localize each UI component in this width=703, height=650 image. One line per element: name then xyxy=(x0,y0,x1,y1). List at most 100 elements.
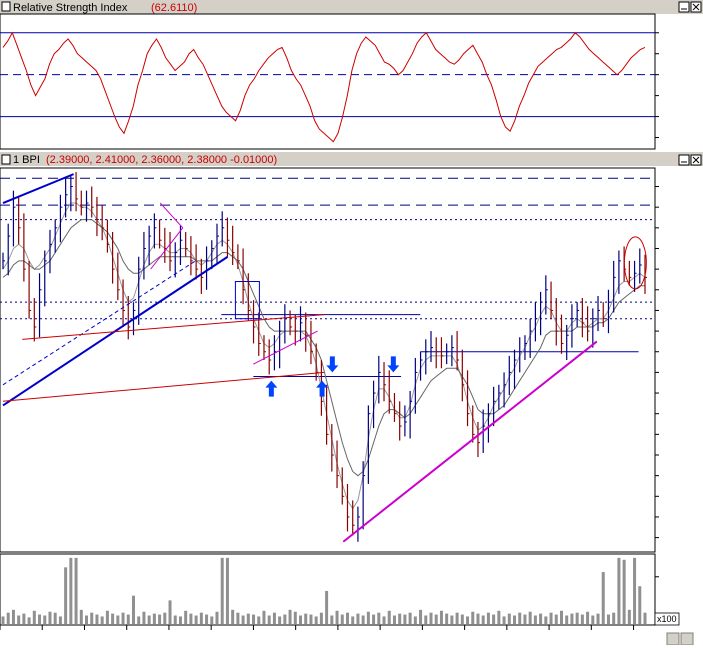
volume-bar xyxy=(424,615,428,624)
volume-bar xyxy=(580,614,584,624)
up-arrow-icon xyxy=(316,380,329,397)
volume-bar xyxy=(95,614,99,624)
x-axis-strip xyxy=(0,625,655,645)
volume-bar xyxy=(90,612,94,624)
highlight-ellipse xyxy=(623,236,647,290)
volume-bar xyxy=(544,616,548,624)
volume-bar xyxy=(502,616,506,624)
volume-bar xyxy=(79,609,83,624)
volume-bar xyxy=(137,616,141,624)
volume-bar xyxy=(111,613,115,624)
volume-bar xyxy=(304,613,308,624)
volume-bar xyxy=(257,616,261,624)
volume-bar xyxy=(471,611,475,624)
volume-bar xyxy=(32,610,36,624)
scroll-right-icon[interactable] xyxy=(680,632,694,646)
volume-bar xyxy=(476,613,480,624)
volume-bar xyxy=(408,612,412,624)
volume-bar xyxy=(252,614,256,624)
volume-bar xyxy=(116,615,120,624)
volume-bar xyxy=(481,615,485,624)
volume-bar xyxy=(466,616,470,624)
price-minimize-icon[interactable] xyxy=(678,154,690,166)
volume-bar xyxy=(231,609,235,624)
rsi-minimize-icon[interactable] xyxy=(678,1,690,13)
volume-bar xyxy=(121,612,125,624)
volume-bar xyxy=(168,600,172,624)
price-close-icon[interactable] xyxy=(690,154,702,166)
volume-bar xyxy=(1,616,5,624)
volume-bar xyxy=(366,611,370,624)
volume-bar xyxy=(309,614,313,624)
volume-bar xyxy=(340,614,344,624)
volume-bar xyxy=(17,615,21,624)
volume-bar xyxy=(194,615,198,624)
volume-bar xyxy=(627,609,631,624)
volume-bar xyxy=(606,614,610,624)
volume-bar xyxy=(236,612,240,624)
price-y-axis xyxy=(655,186,659,539)
pennant-line xyxy=(253,330,318,365)
scroll-left-icon[interactable] xyxy=(666,632,680,646)
volume-panel: x100 xyxy=(0,553,680,626)
price-annotations xyxy=(2,173,647,543)
volume-bar xyxy=(11,609,15,624)
price-plot-area xyxy=(0,167,656,553)
trend-channel-upper xyxy=(2,173,74,204)
volume-bar xyxy=(554,614,558,624)
price-panel: 1 BPI (2.39000, 2.41000, 2.36000, 2.3800… xyxy=(0,152,703,553)
volume-bar xyxy=(518,612,522,624)
volume-bar xyxy=(147,615,151,624)
trend-channel-mid xyxy=(2,260,196,386)
volume-bar xyxy=(361,615,365,624)
volume-bar xyxy=(507,613,511,624)
trend-channel-lower xyxy=(2,255,229,407)
rsi-current-value: (62.6110) xyxy=(151,2,197,14)
rsi-menu-icon[interactable] xyxy=(1,1,11,12)
volume-bar xyxy=(356,613,360,624)
volume-bar xyxy=(528,611,532,624)
volume-bar xyxy=(643,612,647,624)
volume-bar xyxy=(330,615,334,624)
moving-average-short xyxy=(2,202,646,510)
price-ohlc-values: (2.39000, 2.41000, 2.36000, 2.38000 -0.0… xyxy=(46,154,277,166)
volume-bar xyxy=(638,586,642,624)
volume-bar xyxy=(105,610,109,624)
volume-bar xyxy=(314,616,318,624)
rsi-series-line xyxy=(2,31,646,143)
volume-bar xyxy=(434,614,438,624)
rsi-close-icon[interactable] xyxy=(690,1,702,13)
volume-bar xyxy=(85,615,89,624)
volume-bar xyxy=(622,559,626,624)
volume-bar xyxy=(413,616,417,624)
volume-bar xyxy=(178,616,182,624)
rsi-line xyxy=(2,31,646,143)
volume-bar xyxy=(64,567,68,624)
volume-bar xyxy=(586,611,590,624)
volume-bar xyxy=(497,610,501,624)
volume-bar xyxy=(492,614,496,624)
volume-bar xyxy=(575,612,579,624)
down-arrow-icon xyxy=(387,356,400,373)
volume-bar xyxy=(283,614,287,624)
volume-bar xyxy=(69,557,73,624)
volume-bar xyxy=(439,610,443,624)
price-menu-icon[interactable] xyxy=(1,154,11,165)
volume-bar xyxy=(591,615,595,624)
pennant-line xyxy=(159,202,184,229)
volume-bar xyxy=(523,614,527,624)
volume-bar xyxy=(58,616,62,624)
volume-bar xyxy=(601,572,605,624)
volume-bar xyxy=(205,614,209,624)
rsi-title-bar xyxy=(0,0,703,14)
up-arrow-icon xyxy=(265,380,278,397)
volume-bar xyxy=(445,613,449,624)
volume-bar xyxy=(184,610,188,624)
volume-multiplier-box xyxy=(654,612,680,626)
volume-bar xyxy=(131,595,135,624)
rsi-title: Relative Strength Index xyxy=(13,2,128,14)
volume-bar xyxy=(345,612,349,624)
volume-bar xyxy=(173,615,177,624)
volume-bar xyxy=(633,557,637,624)
volume-bar xyxy=(220,557,224,624)
